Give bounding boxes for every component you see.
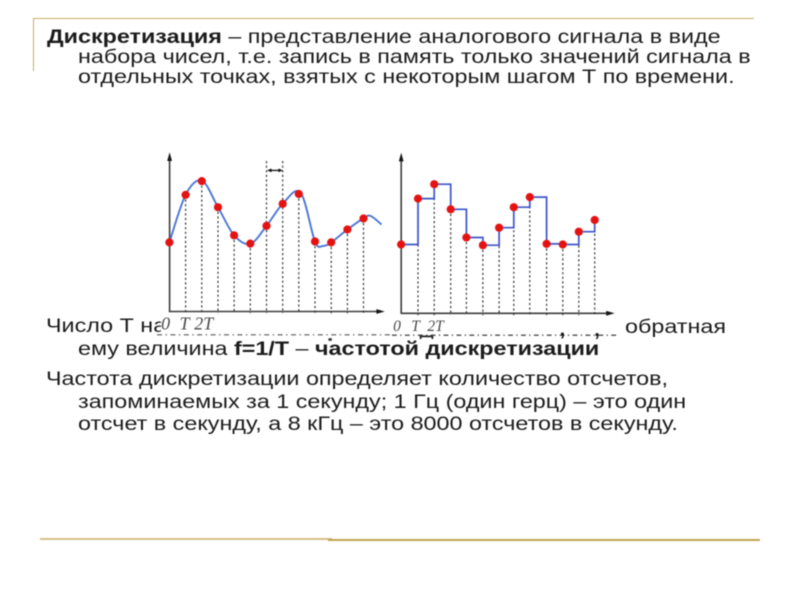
svg-text:0: 0 [161,314,170,334]
svg-text:,: , [594,320,599,341]
svg-text:0: 0 [393,318,401,335]
svg-text:T: T [179,314,191,334]
svg-text:2T: 2T [427,318,445,335]
svg-text:,: , [560,319,565,340]
svg-text:T: T [411,318,421,335]
svg-text:2T: 2T [194,314,215,334]
